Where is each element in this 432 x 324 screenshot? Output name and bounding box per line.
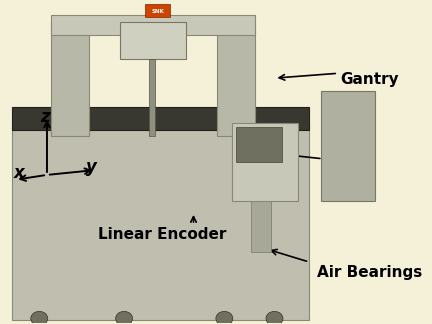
- Circle shape: [266, 311, 283, 324]
- Polygon shape: [120, 22, 186, 59]
- Text: y: y: [86, 158, 97, 176]
- Bar: [145, 4, 170, 17]
- Circle shape: [216, 311, 233, 324]
- Polygon shape: [232, 123, 298, 201]
- Polygon shape: [12, 107, 309, 130]
- Circle shape: [116, 311, 133, 324]
- Text: Air Bearings: Air Bearings: [317, 265, 422, 280]
- Bar: [149, 59, 156, 136]
- Polygon shape: [251, 130, 270, 252]
- Text: Linear Encoder: Linear Encoder: [98, 226, 227, 241]
- Text: SNK: SNK: [152, 9, 165, 15]
- Polygon shape: [236, 126, 282, 162]
- Text: z: z: [40, 108, 50, 126]
- Circle shape: [31, 311, 48, 324]
- Polygon shape: [12, 123, 309, 320]
- Polygon shape: [51, 22, 89, 136]
- Text: x: x: [14, 164, 25, 182]
- Text: Belt
Drive: Belt Drive: [324, 149, 370, 181]
- Polygon shape: [216, 22, 255, 136]
- Polygon shape: [51, 15, 255, 35]
- Polygon shape: [321, 91, 375, 201]
- Text: Gantry: Gantry: [340, 72, 399, 87]
